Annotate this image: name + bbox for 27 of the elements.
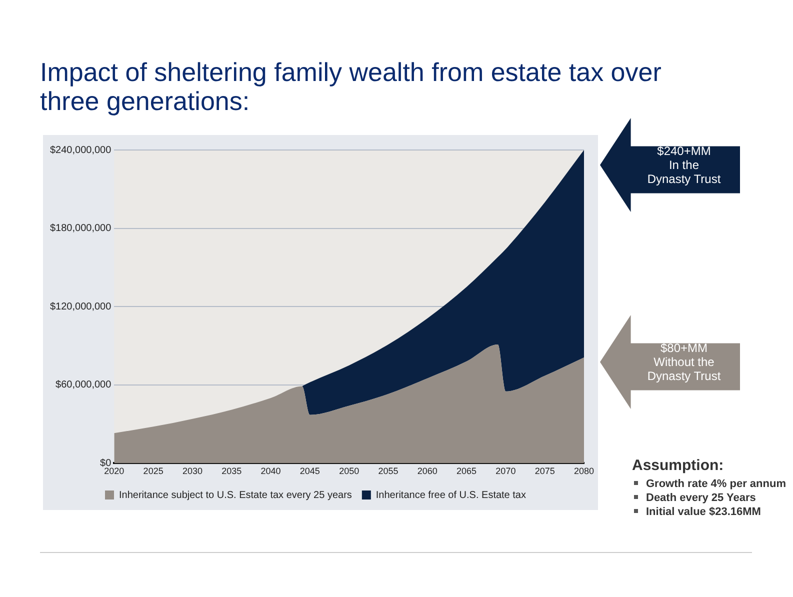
x-tick-label: 2045 xyxy=(300,466,320,476)
text: Death every 25 Years xyxy=(646,492,756,504)
x-tick-label: 2025 xyxy=(143,466,164,476)
x-tick-label: 2075 xyxy=(534,466,555,476)
text: Initial value $23.16MM xyxy=(646,506,761,518)
x-tick-label: 2070 xyxy=(496,466,516,476)
x-tick-label: 2065 xyxy=(456,466,477,476)
text: Assumption: xyxy=(632,457,724,474)
text: Growth rate 4% per annum xyxy=(646,478,786,490)
legend-label: Inheritance subject to U.S. Estate tax every 25 years xyxy=(119,490,352,501)
x-tick-label: 2035 xyxy=(222,466,242,476)
y-tick-label: $180,000,000 xyxy=(50,223,112,234)
legend-label: Inheritance free of U.S. Estate tax xyxy=(376,490,526,501)
y-tick-label: $240,000,000 xyxy=(50,144,112,156)
x-tick-label: 2050 xyxy=(339,466,360,476)
left-arrow-callout: $80+MM Without the Dynasty Trust xyxy=(600,315,740,409)
chart-title: Impact of sheltering family wealth from estate tax over three generations: xyxy=(40,57,662,116)
x-tick-label: 2080 xyxy=(574,466,594,476)
x-tick-label: 2030 xyxy=(182,466,202,476)
y-tick-label: $0 xyxy=(100,458,112,469)
x-tick-label: 2040 xyxy=(260,466,281,476)
x-tick-label: 2060 xyxy=(417,466,438,476)
x-tick-label: 2020 xyxy=(104,466,124,476)
y-tick-label: $120,000,000 xyxy=(50,301,112,312)
x-tick-label: 2055 xyxy=(378,466,398,476)
y-tick-label: $60,000,000 xyxy=(56,380,112,391)
left-arrow-callout: $240+MM In the Dynasty Trust xyxy=(600,118,740,212)
